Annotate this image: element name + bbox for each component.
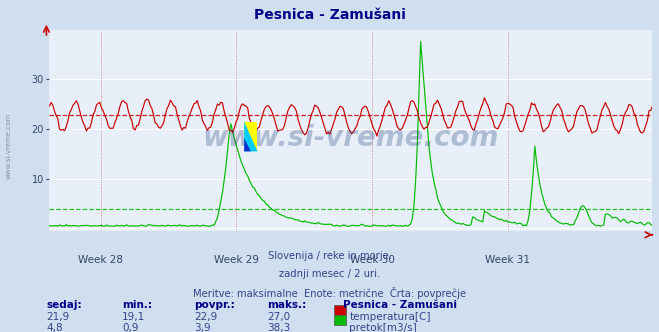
Polygon shape [244,122,258,151]
Text: maks.:: maks.: [267,300,306,310]
Text: www.si-vreme.com: www.si-vreme.com [203,124,499,152]
Text: temperatura[C]: temperatura[C] [349,312,431,322]
Text: Pesnica - Zamušani: Pesnica - Zamušani [343,300,457,310]
Text: Week 31: Week 31 [485,255,530,265]
Text: 3,9: 3,9 [194,323,211,332]
Text: 22,9: 22,9 [194,312,217,322]
Text: pretok[m3/s]: pretok[m3/s] [349,323,417,332]
Text: 38,3: 38,3 [267,323,290,332]
Text: www.si-vreme.com: www.si-vreme.com [5,113,12,179]
Text: 4,8: 4,8 [46,323,63,332]
Text: zadnji mesec / 2 uri.: zadnji mesec / 2 uri. [279,269,380,279]
Text: 21,9: 21,9 [46,312,69,322]
Text: Slovenija / reke in morje.: Slovenija / reke in morje. [268,251,391,261]
Polygon shape [244,138,251,151]
Text: Week 30: Week 30 [349,255,395,265]
Text: 19,1: 19,1 [122,312,145,322]
Text: Week 29: Week 29 [214,255,259,265]
Text: Pesnica - Zamušani: Pesnica - Zamušani [254,8,405,22]
Text: min.:: min.: [122,300,152,310]
Text: Week 28: Week 28 [78,255,123,265]
Text: Meritve: maksimalne  Enote: metrične  Črta: povprečje: Meritve: maksimalne Enote: metrične Črta… [193,287,466,299]
Text: sedaj:: sedaj: [46,300,82,310]
Text: povpr.:: povpr.: [194,300,235,310]
Bar [244,122,258,151]
Text: 0,9: 0,9 [122,323,138,332]
Text: 27,0: 27,0 [267,312,290,322]
